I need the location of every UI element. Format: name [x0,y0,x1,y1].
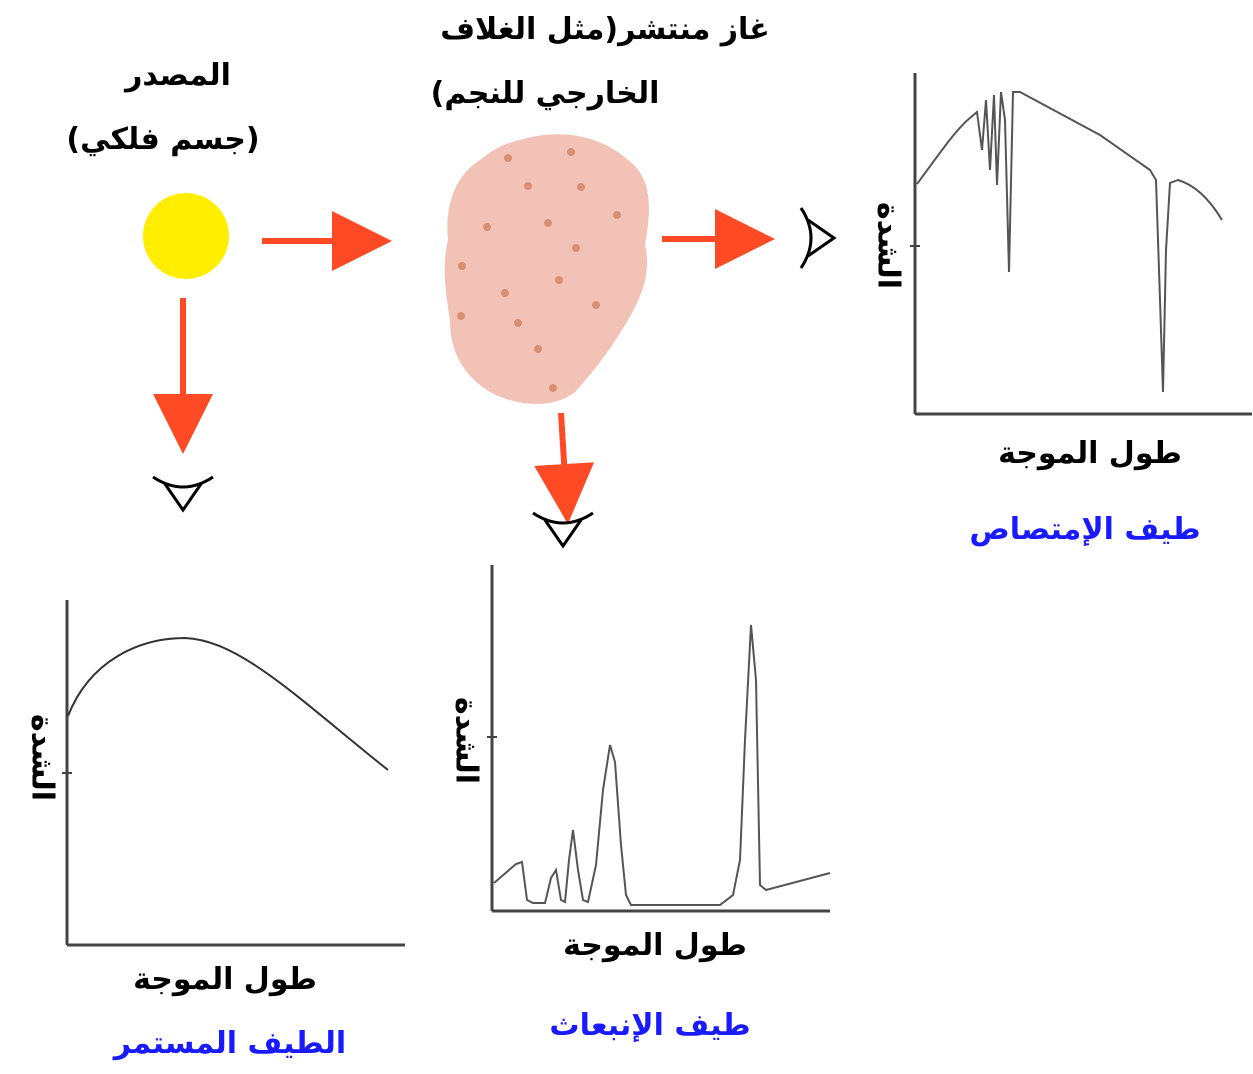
gas-title-line2: الخارجي للنجم) [430,76,660,111]
source-sun [143,193,229,279]
source-subtitle: (جسم فلكي) [66,122,260,157]
gas-particle [577,183,585,191]
gas-particle [592,301,600,309]
gas-title-line1: غاز منتشر(مثل الغلاف [440,12,770,47]
gas-particle [549,384,557,392]
gas-particle [504,154,512,162]
absorption-y-label: الشدة [870,201,906,290]
gas-particle [501,289,509,297]
continuous-curve [67,636,389,771]
eye-icon [152,475,214,513]
emission-x-label: طول الموجة [563,928,747,963]
gas-particle [457,312,465,320]
gas-particle [555,276,563,284]
gas-particle [534,345,542,353]
continuous-y-label: الشدة [24,713,60,802]
continuous-caption: الطيف المستمر [113,1026,347,1061]
gas-particle [613,211,621,219]
gas-particle [544,219,552,227]
absorption-caption: طيف الإمتصاص [969,512,1201,547]
absorption-x-label: طول الموجة [998,436,1182,471]
arrow-gas-down [534,412,595,524]
gas-particle [483,223,491,231]
gas-particle [458,262,466,270]
absorption-curve [916,91,1223,393]
emission-caption: طيف الإنبعاث [549,1008,751,1043]
gas-particle [524,182,532,190]
continuous-x-label: طول الموجة [133,962,317,997]
continuous-spectrum-plot [62,600,405,947]
gas-cloud [444,134,649,404]
emission-spectrum-plot [487,565,831,913]
gas-particle [572,244,580,252]
gas-particle [514,319,522,327]
eye-icon [532,511,594,549]
gas-particle [567,148,575,156]
source-title: المصدر [125,58,231,93]
emission-y-label: الشدة [448,696,484,785]
absorption-spectrum-plot [910,73,1252,416]
eye-icon [799,207,837,269]
gas-particles [457,148,621,392]
emission-curve [493,624,831,906]
